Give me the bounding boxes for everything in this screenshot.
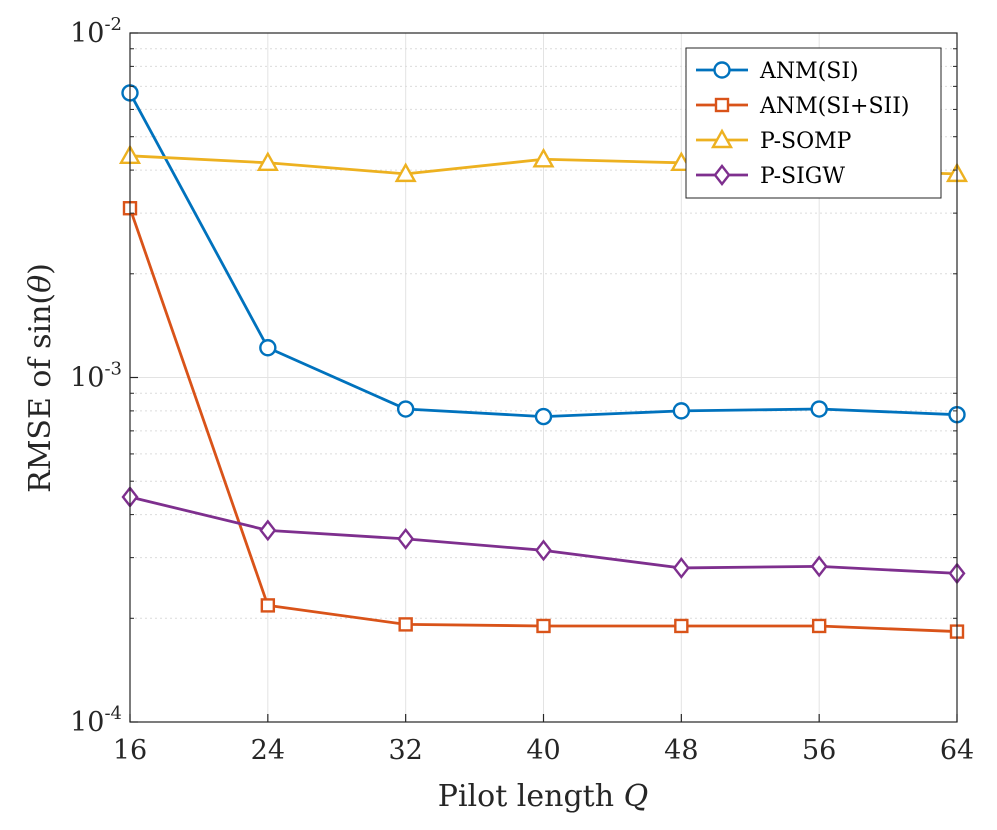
legend-item-anm-si: ANM(SI)	[696, 59, 859, 84]
legend-marker	[713, 164, 731, 186]
data-point-anm-si-sii	[398, 617, 413, 632]
data-point-anm-si	[259, 339, 277, 357]
data-point-p-somp	[256, 151, 279, 171]
legend-item-anm-si-sii: ANM(SI+SII)	[696, 94, 909, 119]
data-point-anm-si	[672, 402, 691, 420]
y-axis-label: RMSE of sin(θ)	[23, 263, 58, 493]
x-tick-label: 16	[113, 735, 147, 766]
series-p-sigw	[121, 486, 966, 585]
legend-marker	[713, 61, 731, 79]
data-point-anm-si-sii	[536, 618, 551, 634]
y-tick-label: 10-2	[70, 14, 122, 49]
legend-item-p-somp: P-SOMP	[696, 128, 852, 154]
y-axis-variable: θ	[23, 275, 58, 293]
y-tick-label: 10-3	[70, 359, 122, 394]
data-point-p-sigw	[534, 539, 553, 562]
y-axis-ticks: 10-2 10-3 10-4	[70, 14, 957, 738]
legend-label: P-SIGW	[760, 164, 845, 189]
data-point-anm-si	[810, 400, 828, 418]
x-tick-label: 32	[388, 735, 422, 766]
x-tick-label: 40	[526, 735, 560, 766]
legend-item-p-sigw: P-SIGW	[696, 164, 845, 189]
x-axis-ticks: 16 24 32 40 48 56 64	[113, 714, 974, 766]
series-anm-si-sii	[122, 201, 965, 639]
legend-marker	[710, 128, 734, 149]
legend-label: P-SOMP	[760, 129, 852, 154]
x-axis-label: Pilot length Q	[438, 779, 648, 814]
data-point-p-sigw	[397, 527, 415, 550]
x-tick-label: 48	[664, 735, 698, 766]
data-point-anm-si-sii	[811, 618, 827, 634]
data-point-p-sigw	[810, 555, 828, 578]
data-point-p-somp	[394, 162, 417, 183]
x-tick-label: 56	[802, 735, 836, 766]
data-point-anm-si	[396, 400, 415, 418]
data-point-p-sigw	[259, 519, 277, 542]
legend-label: ANM(SI+SII)	[759, 94, 909, 119]
legend-label: ANM(SI)	[759, 59, 859, 84]
legend-marker	[714, 97, 730, 113]
legend: ANM(SI) ANM(SI+SII) P-SOMP P-SIGW	[685, 47, 942, 199]
x-axis-variable: Q	[624, 779, 649, 814]
data-point-anm-si-sii	[260, 598, 276, 613]
data-point-p-somp	[532, 147, 555, 168]
x-tick-label: 24	[251, 735, 285, 766]
y-tick-label: 10-4	[70, 703, 122, 738]
data-point-p-sigw	[672, 556, 690, 579]
data-point-anm-si	[534, 407, 553, 426]
data-point-anm-si-sii	[674, 618, 689, 634]
x-tick-label: 64	[940, 735, 974, 766]
